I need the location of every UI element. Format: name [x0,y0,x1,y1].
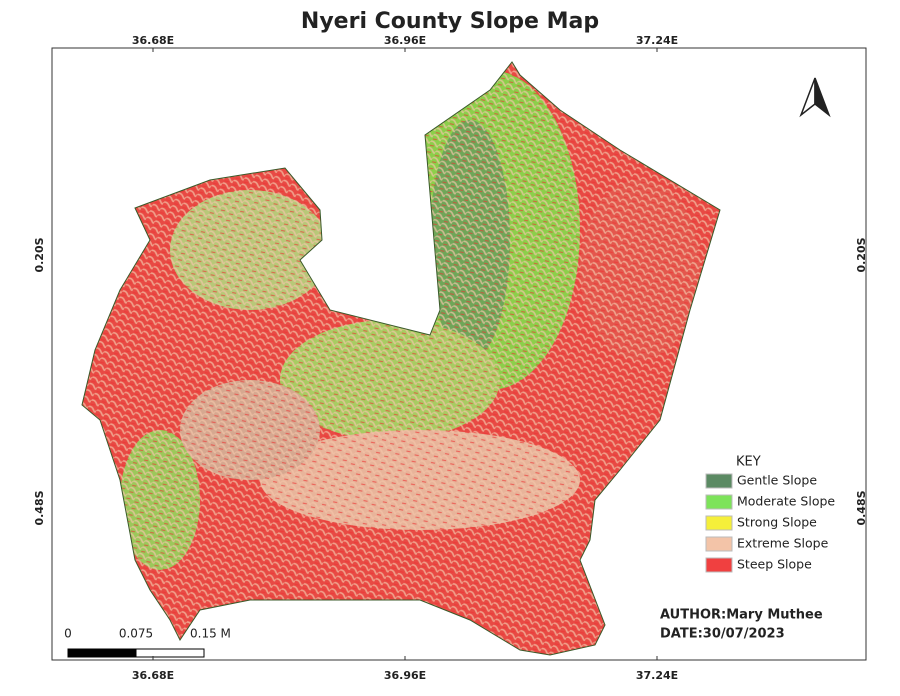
legend-title: KEY [736,455,761,470]
scale-segment [67,648,137,658]
legend-label: Gentle Slope [737,473,817,488]
author: AUTHOR:Mary Muthee [660,608,823,623]
county-boundary [81,61,721,656]
legend-label: Strong Slope [737,515,817,530]
scale-label: 0.075 [119,627,153,641]
scale-label: 0 [64,627,72,641]
latitude-label: 0.48S [33,490,46,525]
legend-swatch [705,515,733,531]
date: DATE:30/07/2023 [660,627,785,642]
legend-swatch [705,557,733,573]
longitude-label: 36.68E [132,669,174,682]
north-arrow [799,77,831,118]
legend: KEY Gentle Slope Moderate Slope Strong Slo… [705,455,835,573]
map-title: Nyeri County Slope Map [301,9,599,34]
legend-label: Steep Slope [737,557,812,572]
scale-bar: 0 0.075 0.15 M [64,627,231,658]
scale-label: 0.15 M [190,627,231,641]
latitude-label: 0.20S [33,237,46,272]
longitude-label: 36.96E [384,34,426,47]
latitude-label: 0.48S [855,490,868,525]
legend-label: Extreme Slope [737,536,829,551]
legend-swatch [705,473,733,489]
legend-swatch [705,494,733,510]
longitude-label: 36.96E [384,669,426,682]
legend-label: Moderate Slope [737,494,835,509]
latitude-label: 0.20S [855,237,868,272]
longitude-label: 37.24E [636,669,678,682]
longitude-label: 36.68E [132,34,174,47]
scale-segment [135,648,205,658]
legend-swatch [705,536,733,552]
longitude-label: 37.24E [636,34,678,47]
